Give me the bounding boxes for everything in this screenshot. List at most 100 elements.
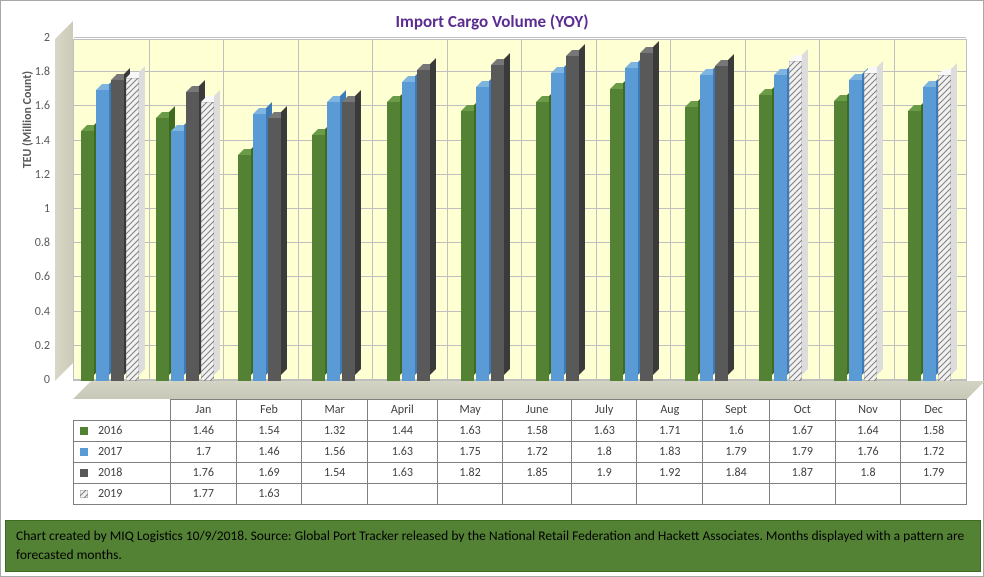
bar-2016-Feb <box>156 118 169 381</box>
plot-floor <box>73 381 984 399</box>
table-cell: 1.32 <box>302 421 368 442</box>
bar-2016-Sept <box>685 107 698 381</box>
y-tick-label: 0.4 <box>35 305 50 319</box>
table-cell <box>302 484 368 505</box>
bar-2019-Feb <box>201 102 214 381</box>
table-cell: 1.85 <box>503 463 571 484</box>
y-tick-label: 0.8 <box>35 236 50 250</box>
bars-area <box>73 39 967 381</box>
table-cell: 1.46 <box>171 421 237 442</box>
table-col-header: Oct <box>769 400 835 421</box>
table-cell: 1.79 <box>703 442 770 463</box>
chart-title: Import Cargo Volume (YOY) <box>1 1 983 40</box>
table-row-header: 2016 <box>74 421 171 442</box>
table-col-header: July <box>571 400 637 421</box>
y-tick-label: 0.6 <box>35 270 50 284</box>
table-cell: 1.77 <box>171 484 237 505</box>
table-cell: 1.54 <box>236 421 302 442</box>
bar-2018-July <box>566 56 579 381</box>
table-col-header: June <box>503 400 571 421</box>
table-cell: 1.6 <box>703 421 770 442</box>
table-col-header: Mar <box>302 400 368 421</box>
table-cell: 1.63 <box>437 421 503 442</box>
chart-container: Import Cargo Volume (YOY) TEU (Million C… <box>0 0 984 577</box>
bar-2016-June <box>461 111 474 381</box>
bar-2016-Aug <box>610 89 623 381</box>
table-cell: 1.79 <box>901 463 967 484</box>
table-row: 20161.461.541.321.441.631.581.631.711.61… <box>74 421 967 442</box>
table-cell <box>637 484 703 505</box>
table-col-header: Sept <box>703 400 770 421</box>
bar-2018-June <box>491 65 504 381</box>
table-col-header: Aug <box>637 400 703 421</box>
table-row: 20191.771.63 <box>74 484 967 505</box>
table-col-header: Dec <box>901 400 967 421</box>
table-cell <box>503 484 571 505</box>
table-cell: 1.64 <box>835 421 901 442</box>
table-col-header: April <box>367 400 437 421</box>
bar-2016-Oct <box>759 95 772 381</box>
y-tick-label: 1.6 <box>35 99 50 113</box>
table-cell <box>703 484 770 505</box>
bar-2018-May <box>417 70 430 381</box>
table-cell: 1.87 <box>769 463 835 484</box>
table-cell: 1.71 <box>637 421 703 442</box>
bar-2016-Mar <box>238 155 251 381</box>
table-cell <box>437 484 503 505</box>
bar-2017-May <box>402 82 415 381</box>
bar-2017-July <box>551 73 564 381</box>
bar-2018-Sept <box>715 66 728 381</box>
table-cell: 1.79 <box>769 442 835 463</box>
table-cell: 1.76 <box>171 463 237 484</box>
bar-2017-Jan <box>96 90 109 381</box>
y-axis-title: TEU (Million Count) <box>21 71 35 168</box>
table-cell: 1.9 <box>571 463 637 484</box>
bar-2018-Feb <box>186 92 199 381</box>
table-cell <box>367 484 437 505</box>
bar-2016-Nov <box>834 101 847 381</box>
y-tick-label: 0 <box>44 373 50 387</box>
bar-2016-Jan <box>81 131 94 381</box>
y-tick-label: 0.2 <box>35 339 50 353</box>
table-row-header: 2017 <box>74 442 171 463</box>
table-cell: 1.46 <box>236 442 302 463</box>
table-cell <box>835 484 901 505</box>
y-tick-label: 1.2 <box>35 168 50 182</box>
table-cell <box>901 484 967 505</box>
y-tick-label: 1.4 <box>35 134 50 148</box>
bar-2017-April <box>327 102 340 381</box>
bar-2016-May <box>387 102 400 381</box>
table-cell: 1.83 <box>637 442 703 463</box>
plot-side-wall <box>55 21 73 381</box>
table-cell: 1.84 <box>703 463 770 484</box>
footer-note: Chart created by MIQ Logistics 10/9/2018… <box>5 520 981 572</box>
table-cell: 1.82 <box>437 463 503 484</box>
bar-2017-Nov <box>849 80 862 381</box>
bar-2017-Feb <box>171 131 184 381</box>
table-cell: 1.63 <box>367 463 437 484</box>
bar-2018-Oct <box>789 61 802 381</box>
table-col-header: Jan <box>171 400 237 421</box>
table-cell: 1.58 <box>901 421 967 442</box>
table-cell: 1.63 <box>571 421 637 442</box>
bar-2019-Jan <box>126 78 139 381</box>
bar-2017-Oct <box>774 75 787 381</box>
table-cell: 1.63 <box>367 442 437 463</box>
table-cell <box>571 484 637 505</box>
data-table: JanFebMarAprilMayJuneJulyAugSeptOctNovDe… <box>73 399 967 505</box>
table-cell: 1.44 <box>367 421 437 442</box>
table-cell: 1.56 <box>302 442 368 463</box>
y-tick-label: 1 <box>44 202 50 216</box>
bar-2018-April <box>342 102 355 381</box>
table-cell: 1.8 <box>835 463 901 484</box>
table-cell: 1.67 <box>769 421 835 442</box>
bar-2016-April <box>312 135 325 381</box>
table-cell <box>769 484 835 505</box>
table-row-header: 2018 <box>74 463 171 484</box>
table-cell: 1.75 <box>437 442 503 463</box>
bar-2018-Mar <box>268 118 281 381</box>
plot-area: TEU (Million Count) 00.20.40.60.811.21.4… <box>55 39 967 399</box>
bar-2018-Nov <box>864 73 877 381</box>
table-cell: 1.8 <box>571 442 637 463</box>
bar-2018-Dec <box>938 75 951 381</box>
